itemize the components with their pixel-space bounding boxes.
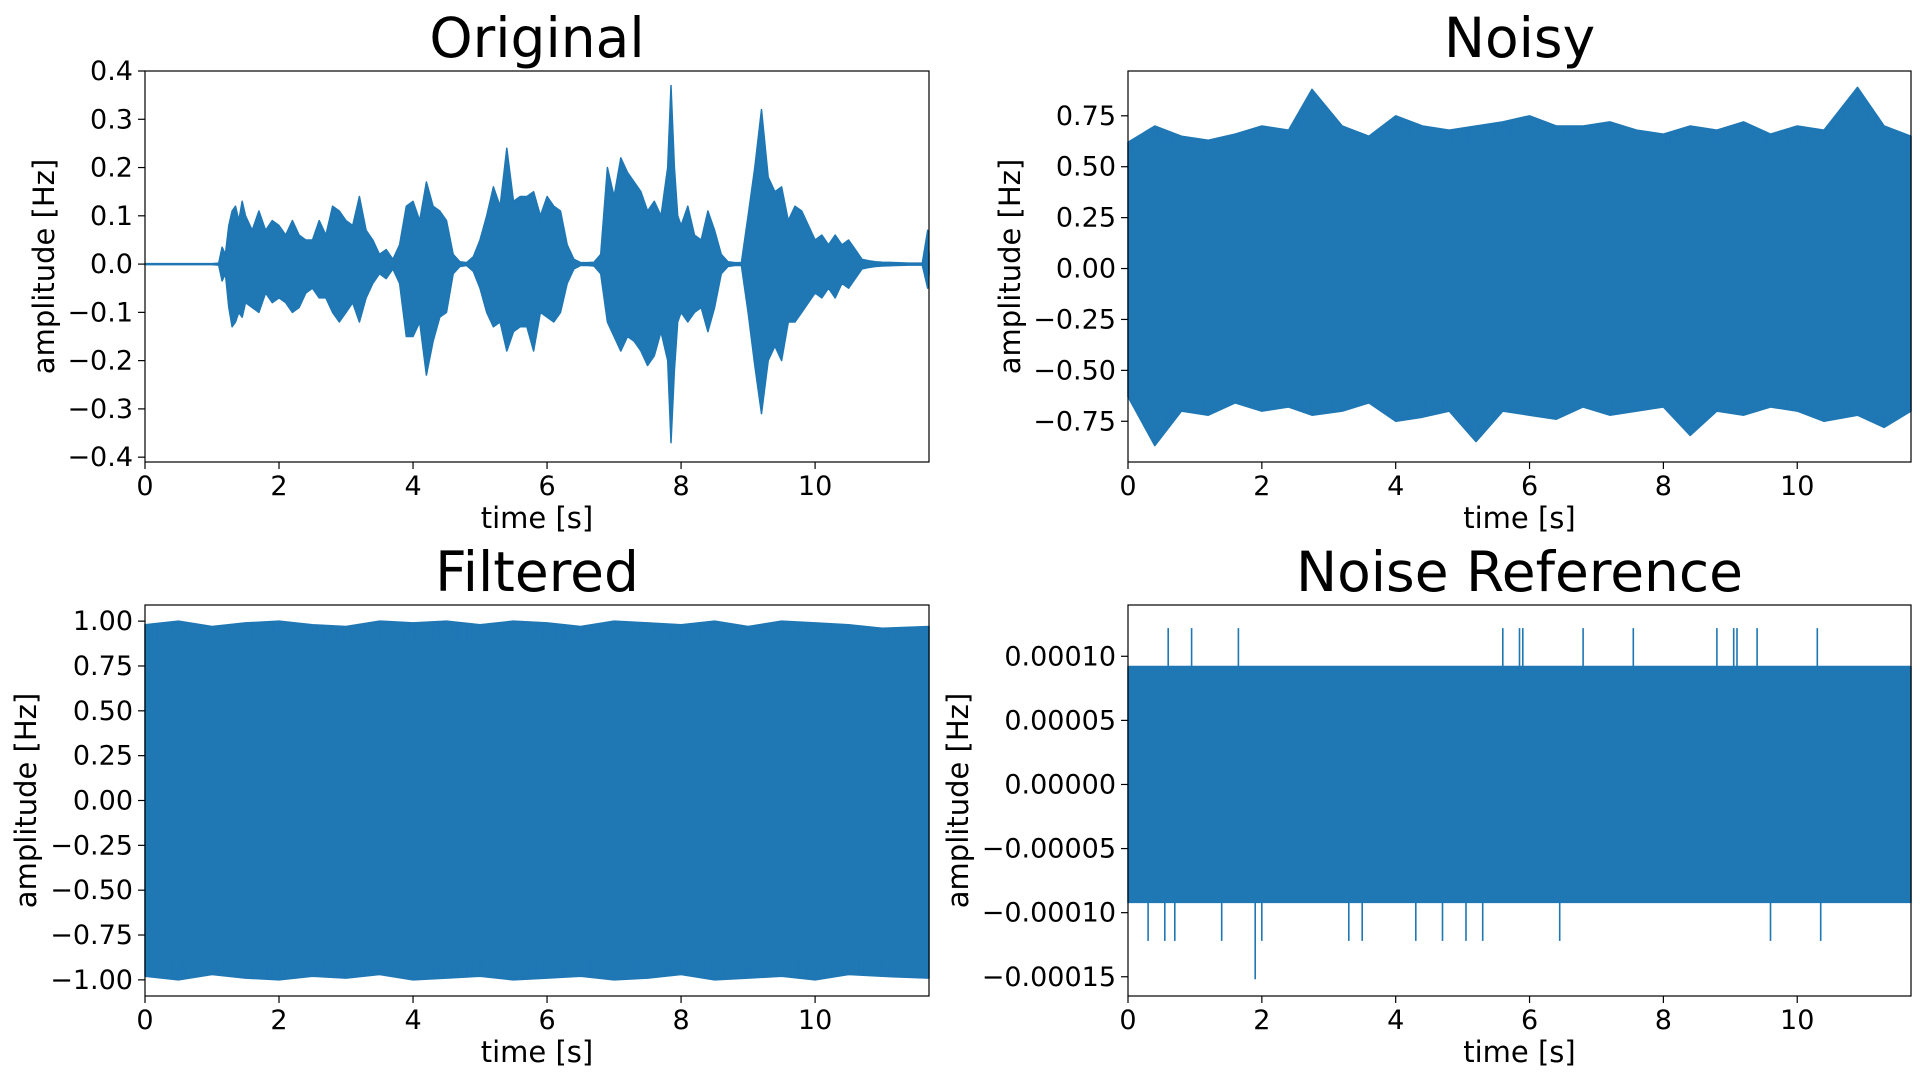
y-tick-label-noise-reference: 0.00005 [1004, 705, 1116, 736]
x-tick-label-original: 6 [538, 471, 555, 502]
y-tick-label-noise-reference: 0.00010 [1004, 641, 1116, 672]
y-tick-label-filtered: 0.75 [73, 651, 133, 682]
y-tick-label-noisy: −0.75 [1033, 406, 1116, 437]
y-tick-label-filtered: 0.00 [73, 786, 133, 817]
x-tick-label-original: 0 [136, 471, 153, 502]
axes-frame-noise-reference [1127, 604, 1912, 997]
y-tick-label-noise-reference: −0.00010 [982, 898, 1116, 929]
y-tick-label-filtered: 0.25 [73, 741, 133, 772]
x-tick-label-noise-reference: 4 [1387, 1005, 1404, 1036]
y-tick-label-original: 0.1 [90, 201, 133, 232]
chart-title-noise-reference: Noise Reference [1296, 540, 1743, 604]
y-tick-label-original: 0.0 [90, 249, 133, 280]
x-tick-label-filtered: 4 [404, 1005, 421, 1036]
y-tick-label-filtered: −0.75 [50, 920, 133, 951]
signal-filtered [144, 620, 930, 981]
x-tick-label-noisy: 8 [1655, 471, 1672, 502]
chart-title-filtered: Filtered [435, 540, 639, 604]
x-tick-label-original: 10 [798, 471, 832, 502]
y-tick-label-noisy: 0.25 [1056, 203, 1116, 234]
y-tick-label-original: 0.2 [90, 153, 133, 184]
x-axis-label-original: time [s] [481, 501, 593, 535]
x-tick-label-noise-reference: 0 [1119, 1005, 1136, 1036]
x-tick-label-noisy: 0 [1119, 471, 1136, 502]
panel-original: 0 2 4 6 8 10 −0.4 −0.3 −0.2 −0.1 0.0 0.1 0.2 0.3 0.4 Or… [27, 6, 930, 535]
y-tick-label-original: 0.3 [90, 104, 133, 135]
y-tick-label-noisy: 0.50 [1056, 152, 1116, 183]
x-tick-label-filtered: 10 [798, 1005, 832, 1036]
y-tick-label-original: −0.1 [67, 297, 133, 328]
x-tick-label-original: 2 [270, 471, 287, 502]
y-tick-label-noisy: 0.75 [1056, 101, 1116, 132]
x-tick-label-noise-reference: 10 [1780, 1005, 1814, 1036]
chart-title-noisy: Noisy [1444, 6, 1595, 70]
y-tick-label-filtered: −1.00 [50, 965, 133, 996]
axes-frame-noisy [1127, 70, 1912, 463]
y-tick-label-original: 0.4 [90, 56, 133, 87]
x-tick-label-filtered: 8 [672, 1005, 689, 1036]
y-axis-label-noise-reference: amplitude [Hz] [941, 693, 975, 908]
y-axis-label-original: amplitude [Hz] [27, 159, 61, 374]
signal-original-edge [145, 90, 930, 438]
y-tick-label-noise-reference: −0.00015 [982, 962, 1116, 993]
x-tick-label-noise-reference: 8 [1655, 1005, 1672, 1036]
y-tick-label-filtered: −0.25 [50, 830, 133, 861]
axes-frame-original [144, 70, 930, 463]
x-tick-label-noise-reference: 6 [1521, 1005, 1538, 1036]
y-tick-label-noise-reference: −0.00005 [982, 834, 1116, 865]
y-tick-label-filtered: 0.50 [73, 696, 133, 727]
x-tick-label-noisy: 10 [1780, 471, 1814, 502]
x-tick-label-noise-reference: 2 [1253, 1005, 1270, 1036]
y-tick-label-original: −0.3 [67, 394, 133, 425]
y-tick-label-noisy: −0.25 [1033, 304, 1116, 335]
signal-original [144, 84, 930, 444]
panel-filtered: 0 2 4 6 8 10 −1.00 −0.75 −0.50 −0.25 0.00 0.25 0.50 0… [9, 540, 930, 1069]
y-tick-label-noisy: 0.00 [1056, 254, 1116, 285]
x-tick-label-noisy: 2 [1253, 471, 1270, 502]
x-axis-label-filtered: time [s] [481, 1035, 593, 1069]
x-axis-label-noise-reference: time [s] [1463, 1035, 1575, 1069]
y-tick-label-original: −0.4 [67, 442, 133, 473]
x-tick-label-filtered: 2 [270, 1005, 287, 1036]
x-tick-label-noisy: 6 [1521, 471, 1538, 502]
y-tick-label-filtered: −0.50 [50, 875, 133, 906]
x-axis-label-noisy: time [s] [1463, 501, 1575, 535]
x-tick-label-filtered: 6 [538, 1005, 555, 1036]
y-tick-label-noisy: −0.50 [1033, 355, 1116, 386]
x-tick-label-filtered: 0 [136, 1005, 153, 1036]
y-axis-label-noisy: amplitude [Hz] [993, 159, 1027, 374]
y-tick-label-original: −0.2 [67, 346, 133, 377]
y-tick-label-filtered: 1.00 [73, 606, 133, 637]
x-tick-label-original: 4 [404, 471, 421, 502]
y-tick-label-noise-reference: 0.00000 [1004, 769, 1116, 800]
y-axis-label-filtered: amplitude [Hz] [9, 693, 43, 908]
panel-noise-reference: 0 2 4 6 8 10 −0.00015 −0.00010 −0.00005 0.00000 0.… [941, 540, 1912, 1069]
chart-title-original: Original [429, 6, 644, 70]
x-tick-label-original: 8 [672, 471, 689, 502]
panel-noisy: 0 2 4 6 8 10 −0.75 −0.50 −0.25 0.00 0.25 0.50 0.75 No… [993, 6, 1912, 535]
signal-filtered-edge [145, 621, 927, 980]
signal-noise-reference [1127, 665, 1912, 904]
x-tick-label-noisy: 4 [1387, 471, 1404, 502]
signal-noise-reference-spikes [1147, 628, 1822, 980]
